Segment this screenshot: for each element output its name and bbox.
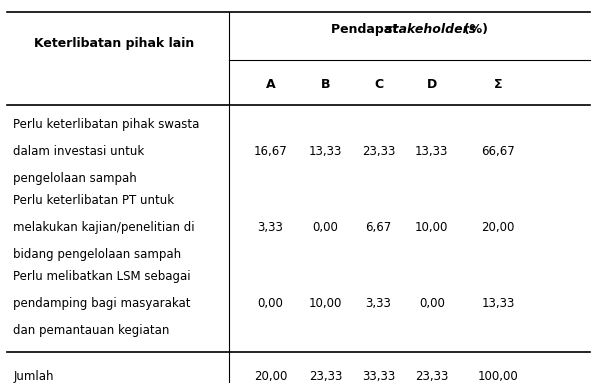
Text: B: B	[321, 78, 330, 91]
Text: pendamping bagi masyarakat: pendamping bagi masyarakat	[13, 297, 191, 310]
Text: stakeholders: stakeholders	[337, 23, 476, 36]
Text: D: D	[426, 78, 437, 91]
Text: 16,67: 16,67	[254, 145, 287, 158]
Text: 23,33: 23,33	[362, 145, 395, 158]
Text: 20,00: 20,00	[254, 370, 287, 383]
Text: C: C	[374, 78, 383, 91]
Text: Jumlah: Jumlah	[13, 370, 53, 383]
Text: Σ: Σ	[494, 78, 503, 91]
Text: dalam investasi untuk: dalam investasi untuk	[13, 145, 144, 158]
Text: 13,33: 13,33	[415, 145, 448, 158]
Text: Pendapat               (%): Pendapat (%)	[331, 23, 488, 36]
Text: 23,33: 23,33	[309, 370, 342, 383]
Text: Perlu keterlibatan pihak swasta: Perlu keterlibatan pihak swasta	[13, 118, 200, 131]
Text: pengelolaan sampah: pengelolaan sampah	[13, 172, 137, 185]
Text: 13,33: 13,33	[481, 297, 515, 310]
Text: 0,00: 0,00	[312, 221, 339, 234]
Text: 3,33: 3,33	[366, 297, 391, 310]
Text: 23,33: 23,33	[415, 370, 448, 383]
Text: Keterlibatan pihak lain: Keterlibatan pihak lain	[34, 37, 194, 50]
Text: 0,00: 0,00	[257, 297, 283, 310]
Text: Perlu keterlibatan PT untuk: Perlu keterlibatan PT untuk	[13, 194, 174, 207]
Text: 10,00: 10,00	[309, 297, 342, 310]
Text: 13,33: 13,33	[309, 145, 342, 158]
Text: 66,67: 66,67	[481, 145, 515, 158]
Text: melakukan kajian/penelitian di: melakukan kajian/penelitian di	[13, 221, 195, 234]
Text: bidang pengelolaan sampah: bidang pengelolaan sampah	[13, 248, 181, 261]
Text: 6,67: 6,67	[365, 221, 391, 234]
Text: 0,00: 0,00	[419, 297, 445, 310]
Text: 10,00: 10,00	[415, 221, 448, 234]
Text: Perlu melibatkan LSM sebagai: Perlu melibatkan LSM sebagai	[13, 270, 191, 283]
Text: 33,33: 33,33	[362, 370, 395, 383]
Text: A: A	[266, 78, 275, 91]
Text: 20,00: 20,00	[481, 221, 515, 234]
Text: dan pemantauan kegiatan: dan pemantauan kegiatan	[13, 324, 170, 337]
Text: 100,00: 100,00	[478, 370, 519, 383]
Text: 3,33: 3,33	[257, 221, 283, 234]
